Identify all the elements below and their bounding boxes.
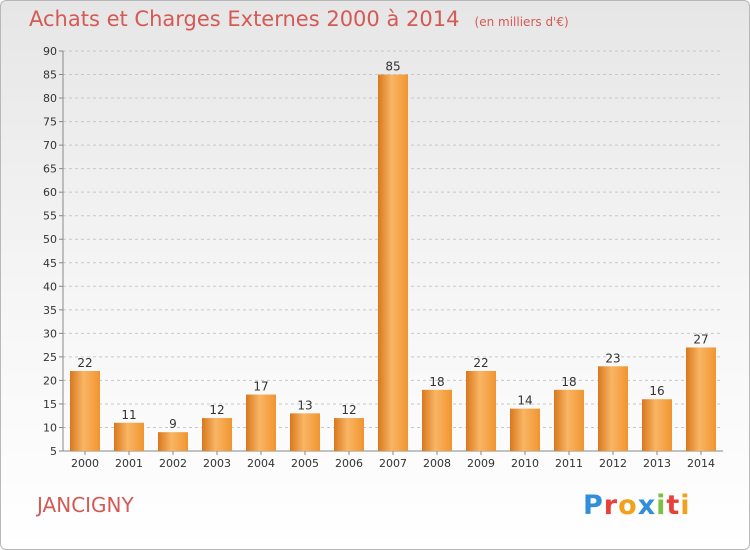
bar: [158, 432, 188, 451]
x-tick-label: 2004: [247, 457, 275, 470]
y-tick-label: 50: [43, 233, 57, 246]
value-label: 13: [297, 398, 312, 412]
value-label: 16: [649, 384, 664, 398]
y-tick-label: 75: [43, 116, 57, 129]
logo-letter: t: [666, 490, 681, 521]
x-tick-label: 2013: [643, 457, 671, 470]
x-tick-label: 2011: [555, 457, 583, 470]
x-tick-label: 2014: [687, 457, 715, 470]
bar: [114, 422, 144, 451]
y-tick-label: 25: [43, 351, 57, 364]
bar: [334, 418, 364, 451]
value-label: 11: [121, 408, 136, 422]
y-tick-label: 20: [43, 374, 57, 387]
logo-letter: i: [656, 490, 667, 521]
chart-title: Achats et Charges Externes 2000 à 2014: [29, 7, 460, 31]
value-label: 27: [693, 332, 708, 346]
y-tick-label: 90: [43, 45, 57, 58]
value-label: 22: [473, 356, 488, 370]
x-tick-label: 2002: [159, 457, 187, 470]
bar: [686, 347, 716, 451]
y-tick-label: 65: [43, 163, 57, 176]
x-tick-label: 2003: [203, 457, 231, 470]
y-tick-label: 70: [43, 139, 57, 152]
y-tick-label: 5: [50, 445, 57, 458]
bar: [598, 366, 628, 451]
x-tick-label: 2006: [335, 457, 363, 470]
x-tick-label: 2001: [115, 457, 143, 470]
title-row: Achats et Charges Externes 2000 à 2014 (…: [29, 7, 569, 31]
bar: [554, 389, 584, 451]
value-label: 14: [517, 394, 532, 408]
y-tick-label: 80: [43, 92, 57, 105]
x-tick-label: 2008: [423, 457, 451, 470]
y-tick-label: 60: [43, 186, 57, 199]
y-tick-label: 35: [43, 304, 57, 317]
logo-letter: P: [583, 490, 604, 521]
x-tick-label: 2012: [599, 457, 627, 470]
value-label: 17: [253, 380, 268, 394]
y-tick-label: 55: [43, 210, 57, 223]
x-tick-label: 2007: [379, 457, 407, 470]
y-tick-label: 10: [43, 421, 57, 434]
logo-letter: o: [618, 490, 638, 521]
value-label: 22: [77, 356, 92, 370]
value-label: 23: [605, 351, 620, 365]
bar: [466, 371, 496, 451]
value-label: 12: [209, 403, 224, 417]
x-tick-label: 2010: [511, 457, 539, 470]
value-label: 18: [561, 375, 576, 389]
bar: [246, 394, 276, 451]
logo-letter: r: [603, 490, 619, 521]
proxiti-logo: Proxiti: [583, 490, 691, 521]
bar: [642, 399, 672, 451]
value-label: 18: [429, 375, 444, 389]
chart-subtitle: (en milliers d'€): [474, 15, 569, 29]
logo-letter: x: [637, 490, 657, 521]
bar: [202, 418, 232, 451]
bar: [378, 74, 408, 451]
commune-name: JANCIGNY: [37, 493, 134, 517]
y-tick-label: 45: [43, 257, 57, 270]
y-tick-label: 85: [43, 69, 57, 82]
value-label: 9: [169, 417, 177, 431]
bar: [290, 413, 320, 451]
bar: [422, 389, 452, 451]
y-tick-label: 40: [43, 280, 57, 293]
value-label: 85: [385, 60, 400, 74]
x-tick-label: 2005: [291, 457, 319, 470]
y-tick-label: 15: [43, 398, 57, 411]
x-tick-label: 2009: [467, 457, 495, 470]
y-tick-label: 30: [43, 327, 57, 340]
logo-letter: i: [680, 490, 691, 521]
value-label: 12: [341, 403, 356, 417]
x-tick-label: 2000: [71, 457, 99, 470]
bar: [70, 371, 100, 451]
bar: [510, 408, 540, 451]
